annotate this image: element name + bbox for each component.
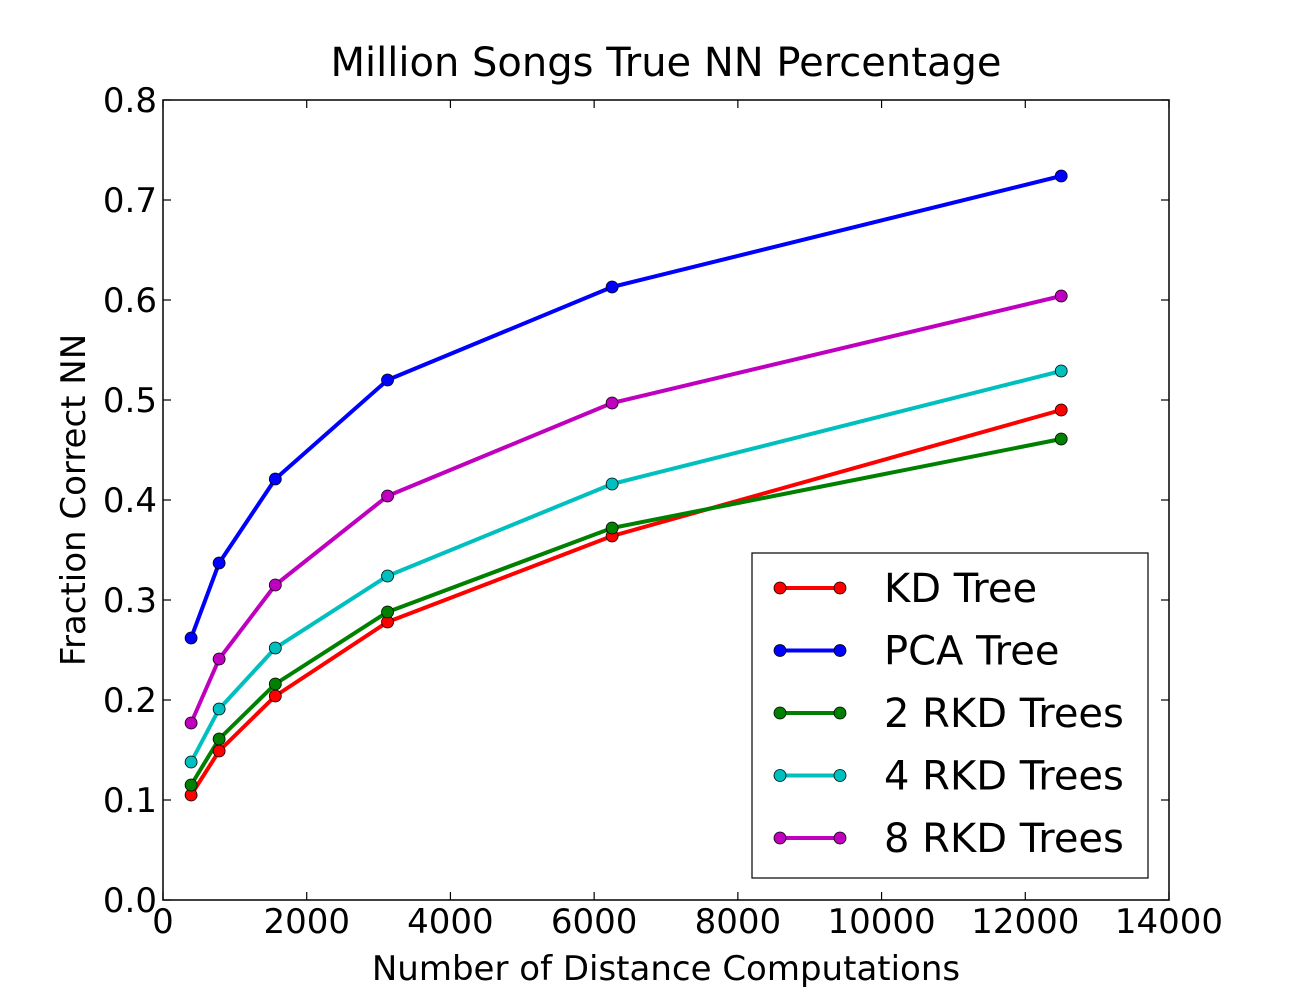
x-tick-label: 8000 <box>695 902 782 942</box>
data-point-5-6 <box>1054 289 1068 303</box>
legend-marker <box>833 644 847 657</box>
legend-marker <box>773 581 787 595</box>
y-tick-label: 0.0 <box>103 881 157 921</box>
x-tick-label: 2000 <box>263 902 350 942</box>
legend-marker <box>833 769 847 782</box>
data-point-5-2 <box>212 652 226 666</box>
data-point-1-2 <box>212 744 226 758</box>
y-axis-label: Fraction Correct NN <box>54 334 94 666</box>
x-tick-label: 10000 <box>827 902 935 942</box>
legend-label: 4 RKD Trees <box>884 754 1124 800</box>
data-point-4-2 <box>212 702 226 716</box>
x-tick-label: 4000 <box>407 902 494 942</box>
data-point-5-5 <box>605 396 619 410</box>
series-line-2 <box>189 174 1062 639</box>
chart-title: Million Songs True NN Percentage <box>331 40 1002 86</box>
data-point-5-3 <box>268 578 282 592</box>
legend-label: KD Tree <box>884 566 1037 612</box>
data-point-4-3 <box>268 641 282 655</box>
data-point-3-4 <box>381 605 394 619</box>
legend-marker <box>773 769 787 782</box>
legend-marker <box>773 831 787 845</box>
legend-box <box>751 552 1149 879</box>
legend: KD Tree PCA Tree 2 RKD Trees 4 RKD Trees 8 R… <box>751 552 1149 879</box>
y-tick-label: 0.4 <box>103 481 157 521</box>
x-tick-label: 6000 <box>551 902 638 942</box>
legend-marker <box>833 706 847 720</box>
data-point-2-1 <box>184 631 198 645</box>
x-axis-label: Number of Distance Computations <box>372 949 960 989</box>
axis-ticks: 0 2000 4000 6000 8000 10000 12000 14000 0.0 0.1 0.… <box>103 81 1223 942</box>
data-point-1-6 <box>1054 403 1068 417</box>
data-point-4-6 <box>1054 364 1068 378</box>
data-point-4-4 <box>381 569 394 583</box>
legend-marker <box>833 581 847 595</box>
legend-marker <box>773 706 787 720</box>
data-point-3-2 <box>212 732 226 746</box>
data-point-2-3 <box>268 472 282 486</box>
data-point-3-5 <box>605 521 619 535</box>
data-point-5-4 <box>381 489 394 503</box>
y-tick-label: 0.7 <box>103 181 157 221</box>
data-point-4-1 <box>184 755 198 769</box>
y-tick-label: 0.6 <box>103 281 157 321</box>
y-tick-label: 0.1 <box>103 781 157 821</box>
legend-label: 8 RKD Trees <box>884 816 1124 862</box>
data-point-2-6 <box>1054 169 1068 183</box>
y-tick-label: 0.8 <box>103 81 157 121</box>
data-point-2-5 <box>605 280 619 294</box>
x-tick-label: 12000 <box>971 902 1079 942</box>
legend-marker <box>833 831 847 845</box>
plot-area <box>184 169 1068 802</box>
data-point-5-1 <box>184 716 198 730</box>
data-point-3-1 <box>184 778 198 792</box>
y-tick-label: 0.3 <box>103 581 157 621</box>
data-point-2-2 <box>212 556 226 570</box>
series-line-5 <box>189 294 1062 724</box>
data-point-3-6 <box>1054 432 1068 446</box>
data-point-1-3 <box>268 689 282 703</box>
data-point-2-4 <box>381 373 394 387</box>
data-point-3-3 <box>268 677 282 691</box>
legend-label: PCA Tree <box>884 629 1059 675</box>
legend-marker <box>773 644 787 657</box>
legend-label: 2 RKD Trees <box>884 691 1124 737</box>
x-tick-label: 14000 <box>1115 902 1223 942</box>
data-point-4-5 <box>605 477 619 491</box>
y-tick-label: 0.5 <box>103 381 157 421</box>
series-line-4 <box>189 369 1062 763</box>
x-tick-label: 0 <box>152 902 174 942</box>
y-tick-label: 0.2 <box>103 681 157 721</box>
